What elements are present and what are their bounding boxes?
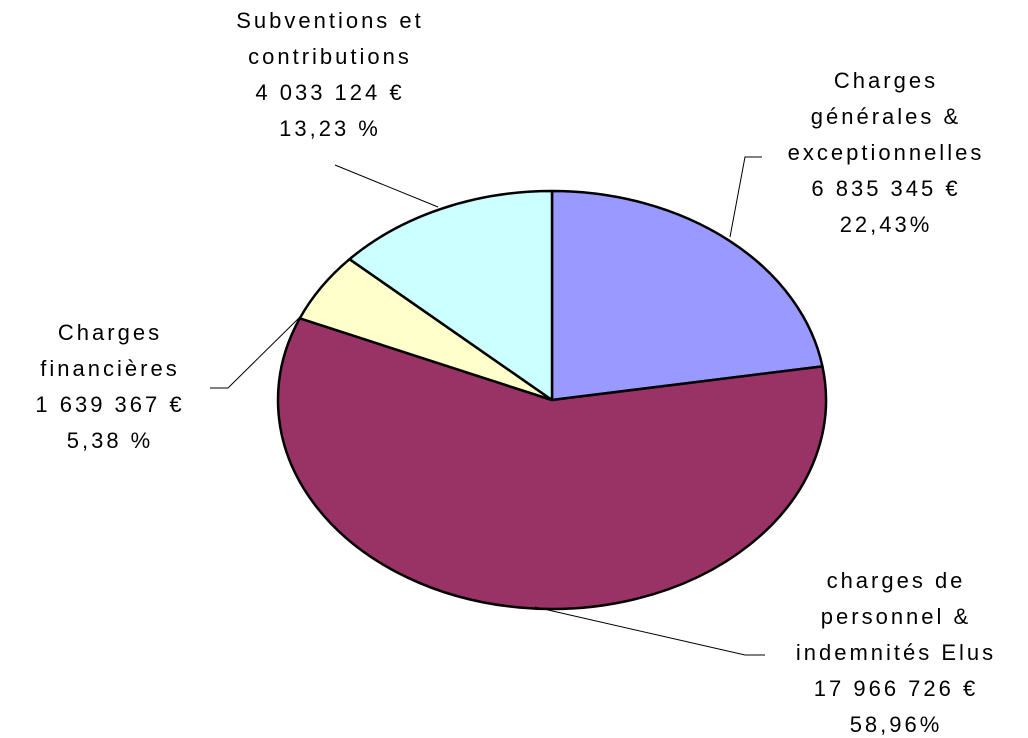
percent-label: 13,23 % [279,116,381,141]
leader-line [534,606,765,656]
value-label: 4 033 124 € [255,80,404,105]
slice-label: générales & [811,104,961,129]
percent-label: 58,96% [850,712,943,737]
leader-line [210,314,303,389]
slice-label: Charges [834,68,938,93]
slice-label: personnel & [821,604,971,629]
pie-slice [348,189,554,402]
value-label: 1 639 367 € [35,392,184,417]
value-label: 17 966 726 € [814,676,978,701]
pie-slice [276,317,828,611]
percent-label: 5,38 % [67,428,154,453]
slice-label: exceptionnelles [788,140,985,165]
slice-label: contributions [248,44,412,69]
slice-label: Charges [58,320,162,345]
slice-label: Subventions et [236,8,424,33]
leader-line [729,156,762,238]
percent-label: 22,43% [840,212,933,237]
pie-slice [550,189,824,402]
slice-label: financières [40,356,179,381]
slice-label: indemnités Elus [796,640,996,665]
value-label: 6 835 345 € [811,176,960,201]
leader-line [334,164,439,208]
slice-label: charges de [827,568,966,593]
